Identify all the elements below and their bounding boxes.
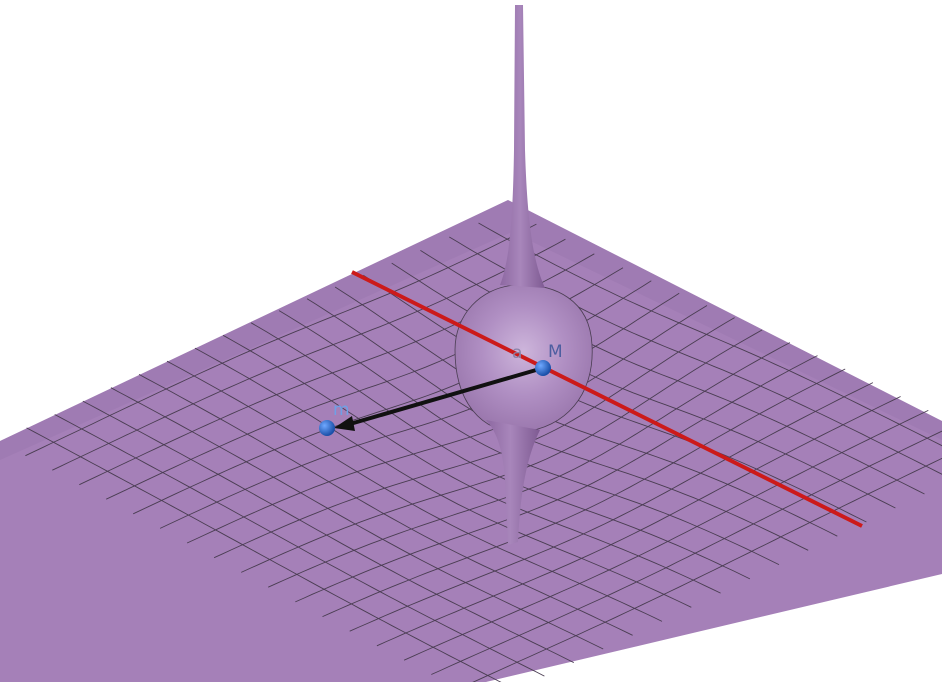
surface-back-shade <box>0 200 942 460</box>
vector-arrowhead <box>334 416 355 431</box>
grid-line <box>431 430 942 675</box>
point-M[interactable]: M <box>535 342 563 376</box>
surface-grid <box>25 222 942 682</box>
vector-shaft <box>349 366 544 426</box>
point-m-label: m <box>333 400 350 420</box>
well-lower-spike <box>486 420 540 545</box>
point-m[interactable]: m <box>319 400 350 436</box>
point-M-marker[interactable] <box>535 360 551 376</box>
vector-label: a <box>512 343 522 363</box>
grid-line <box>403 409 929 661</box>
grid-line <box>472 457 942 682</box>
point-M-label: M <box>548 342 563 362</box>
point-m-marker[interactable] <box>319 420 335 436</box>
well-rim <box>454 284 593 433</box>
surface-plane[interactable] <box>0 200 942 682</box>
vector-a[interactable]: a <box>334 343 544 431</box>
grid-line <box>478 222 942 447</box>
line-through-M[interactable] <box>351 270 863 528</box>
well-upper-spike <box>500 5 545 288</box>
